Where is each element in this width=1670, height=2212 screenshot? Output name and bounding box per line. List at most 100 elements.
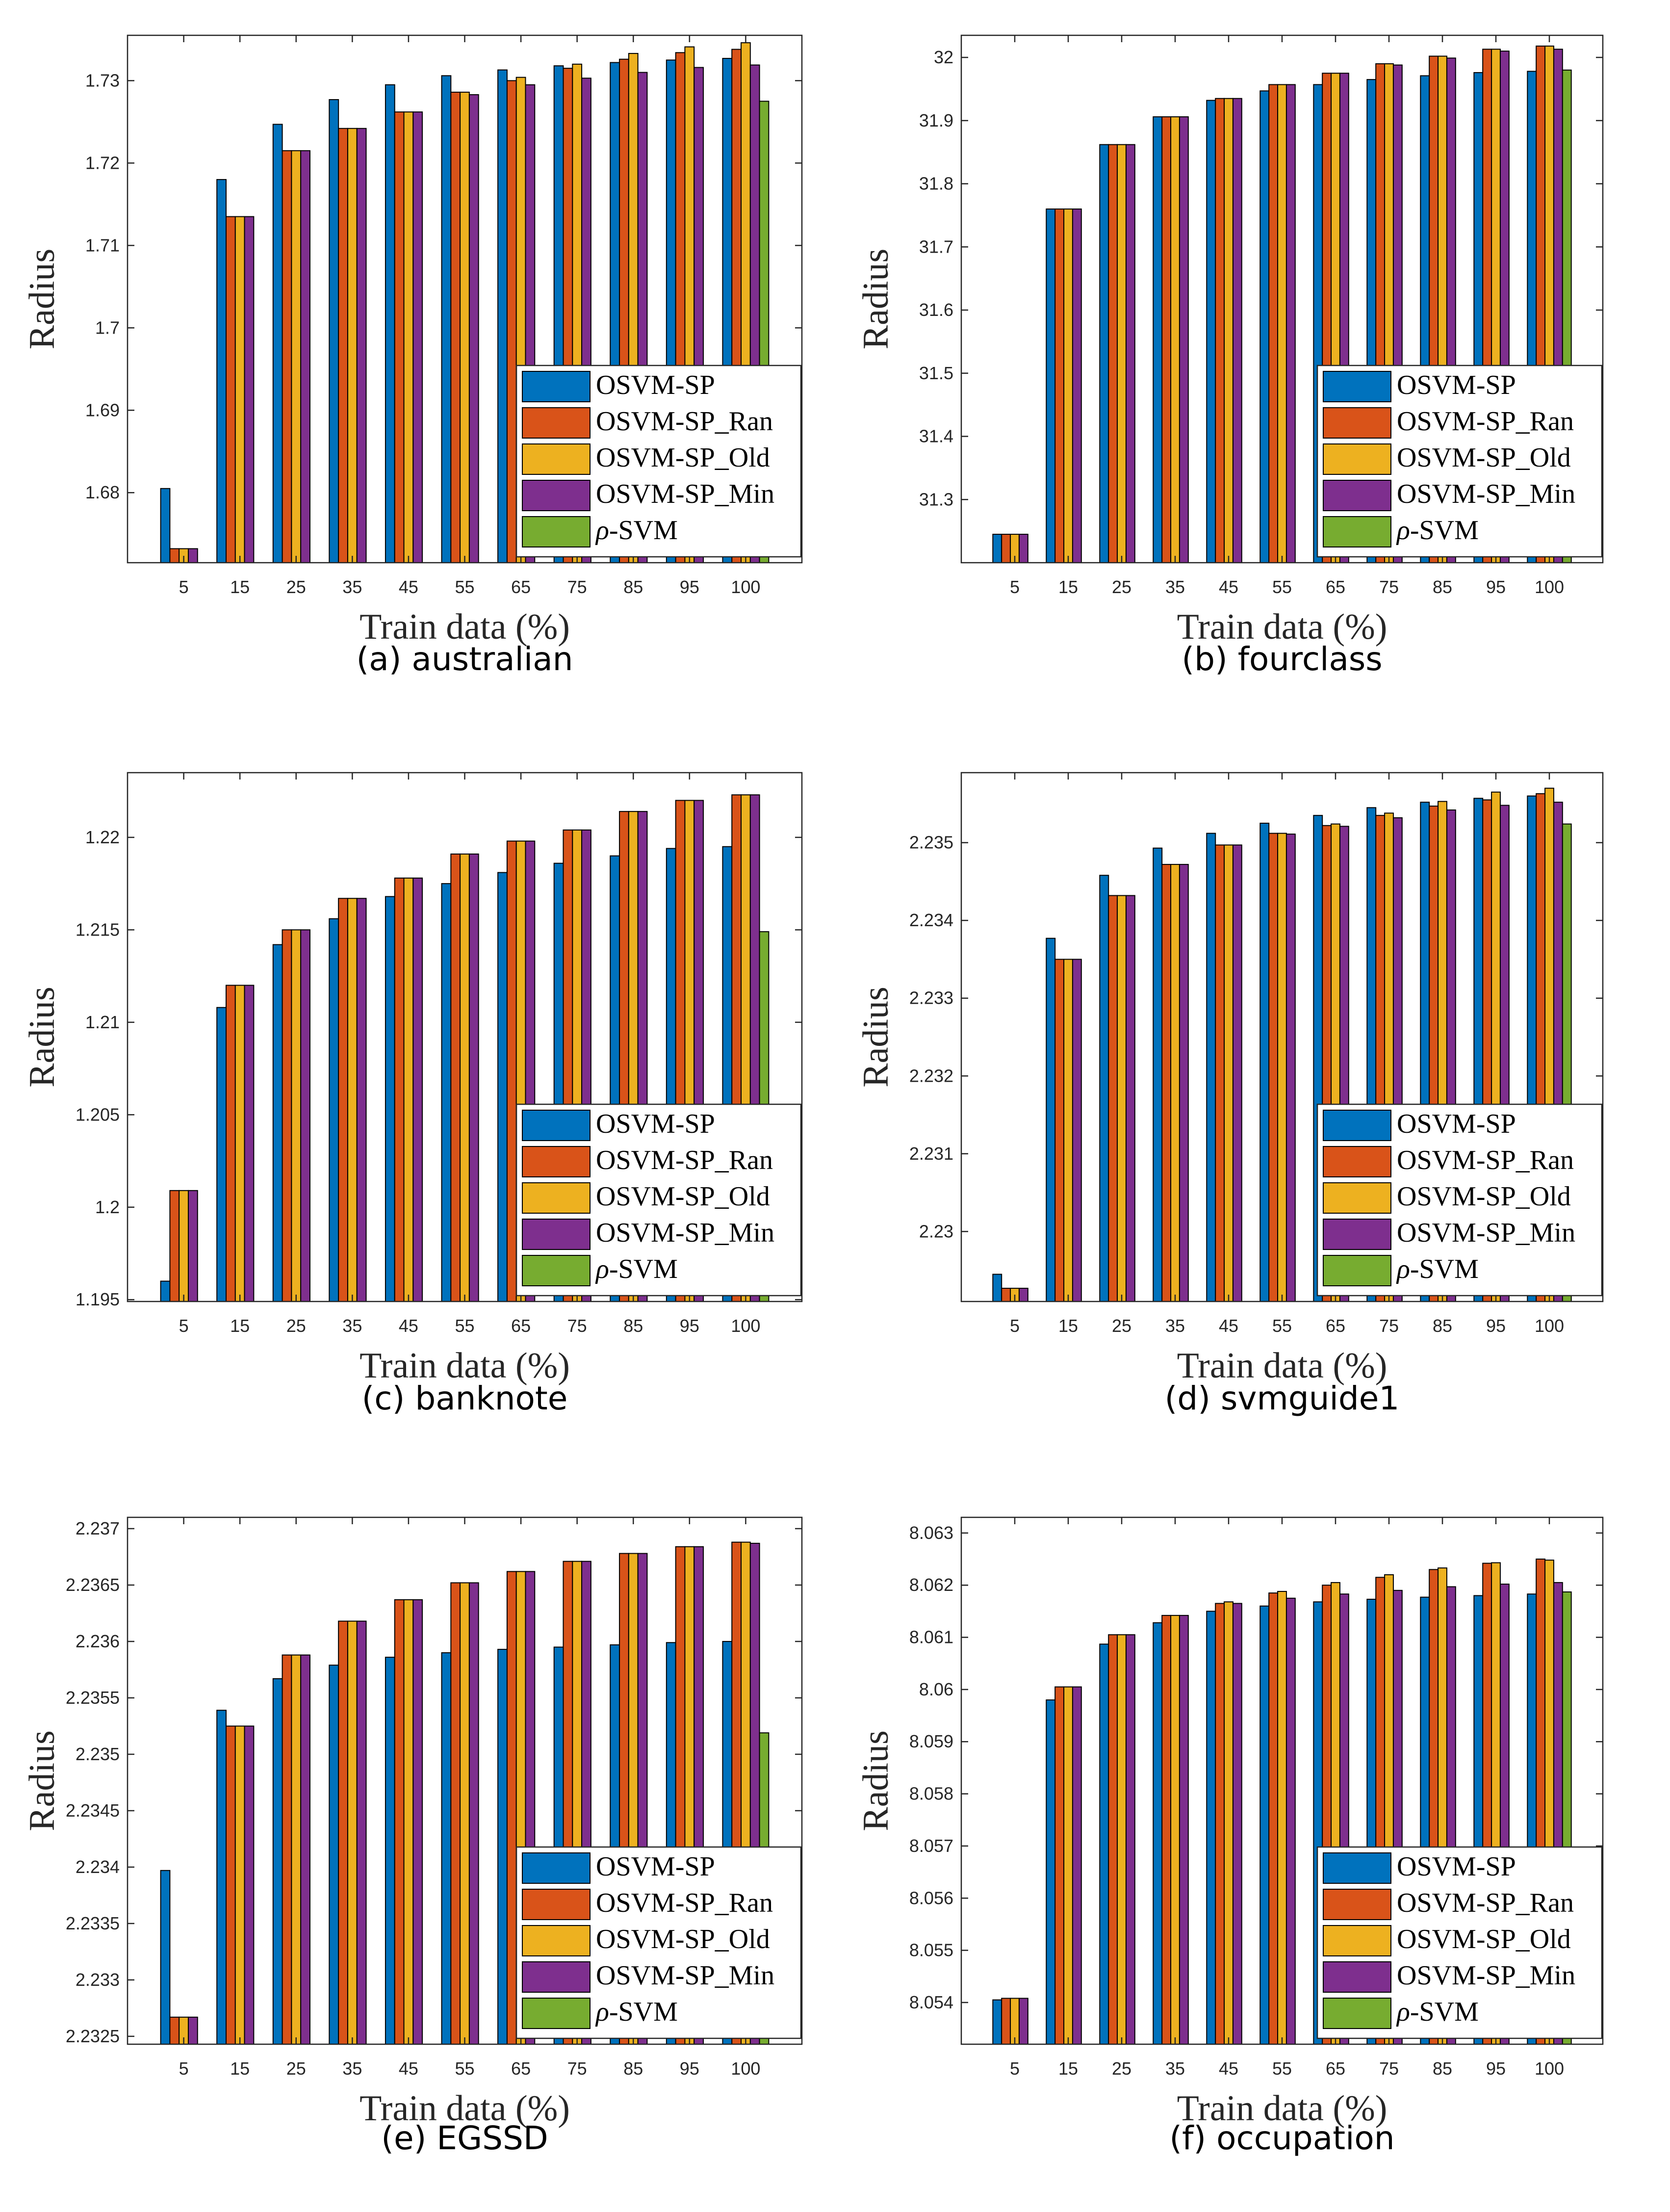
bar-OSVM-SP_Min-15 <box>1072 959 1082 1302</box>
bar-OSVM-SP_Ran-5 <box>1001 1998 1011 2045</box>
x-tick-label: 45 <box>1219 577 1238 597</box>
legend-label: OSVM-SP_Old <box>1397 1924 1571 1954</box>
y-tick-label: 2.235 <box>909 833 953 853</box>
bar-OSVM-SP_Ran-55 <box>450 853 461 1302</box>
x-axis-title: Train data (%) <box>1177 607 1387 647</box>
panel-caption: (a) australian <box>356 640 573 678</box>
bar-OSVM-SP_Old-35 <box>347 898 358 1302</box>
legend-swatch <box>1323 516 1391 547</box>
x-tick-label: 35 <box>342 1316 362 1336</box>
bar-OSVM-SP-15 <box>216 1007 227 1302</box>
bar-OSVM-SP_Old-45 <box>403 877 414 1302</box>
legend-label: OSVM-SP_Ran <box>1397 1145 1574 1175</box>
legend: OSVM-SP OSVM-SP_Ran OSVM-SP_Old OSVM-SP_Min… <box>1316 1846 1603 2039</box>
bar-OSVM-SP-5 <box>160 1280 171 1302</box>
x-tick-label: 15 <box>1058 1316 1078 1336</box>
x-tick-label: 75 <box>567 577 587 597</box>
y-tick-label: 2.236 <box>76 1631 120 1651</box>
bar-OSVM-SP_Ran-15 <box>225 216 236 563</box>
y-tick-label: 2.235 <box>76 1744 120 1764</box>
y-tick-label: 1.195 <box>76 1289 120 1309</box>
bar-OSVM-SP_Ran-5 <box>169 2016 180 2045</box>
y-tick-label: 2.2325 <box>66 2026 120 2046</box>
bar-OSVM-SP_Ran-65 <box>506 1571 517 2045</box>
chart-panel-4: 2.23 2.231 2.232 2.233 2.234 2.235 5 15 25 35 45 55… <box>856 772 1604 1386</box>
bar-OSVM-SP_Ran-5 <box>169 1190 180 1302</box>
bar-OSVM-SP_Old-55 <box>460 853 470 1302</box>
y-tick-label: 2.2335 <box>66 1913 120 1933</box>
x-tick-label: 45 <box>399 2058 418 2079</box>
x-tick-label: 100 <box>1535 1316 1564 1336</box>
x-axis-title: Train data (%) <box>360 2088 570 2129</box>
bar-OSVM-SP_Old-35 <box>347 128 358 563</box>
x-tick-label: 45 <box>1219 2058 1238 2079</box>
bar-OSVM-SP-5 <box>992 1274 1002 1302</box>
x-tick-label: 25 <box>1112 1316 1131 1336</box>
y-tick-label: 8.063 <box>909 1523 953 1543</box>
bar-OSVM-SP_Old-55 <box>1277 833 1287 1302</box>
legend-swatch <box>522 1889 591 1920</box>
legend-swatch <box>522 371 591 402</box>
y-tick-label: 1.73 <box>85 70 120 90</box>
x-tick-label: 75 <box>1379 577 1399 597</box>
legend-label: OSVM-SP_Min <box>1397 1218 1575 1248</box>
legend-swatch <box>522 1961 591 1993</box>
y-tick-label: 31.7 <box>919 236 953 257</box>
bar-OSVM-SP-15 <box>1046 208 1056 564</box>
bar-OSVM-SP-65 <box>497 69 508 564</box>
x-tick-label: 95 <box>1486 2058 1506 2079</box>
bar-OSVM-SP_Ran-55 <box>450 1582 461 2045</box>
panel-caption: (d) svmguide1 <box>1164 1379 1400 1417</box>
bar-OSVM-SP_Old-25 <box>1117 1634 1127 2045</box>
y-tick-label: 2.231 <box>909 1144 953 1164</box>
x-tick-label: 35 <box>1165 1316 1185 1336</box>
y-tick-label: 8.056 <box>909 1888 953 1908</box>
bar-OSVM-SP_Old-25 <box>291 1654 302 2045</box>
bar-OSVM-SP-55 <box>1259 823 1270 1302</box>
legend-label-symbol: ρ <box>595 515 609 546</box>
y-axis-title: Radius <box>856 249 896 350</box>
bar-OSVM-SP-65 <box>497 1649 508 2045</box>
bar-OSVM-SP_Old-35 <box>1170 864 1180 1302</box>
x-tick-label: 55 <box>1272 1316 1292 1336</box>
bar-OSVM-SP_Min-5 <box>187 1190 198 1302</box>
legend-swatch <box>522 1255 591 1286</box>
y-tick-label: 1.71 <box>85 235 120 255</box>
legend-swatch <box>1323 480 1391 511</box>
bar-OSVM-SP_Min-35 <box>356 128 367 563</box>
y-tick-label: 1.68 <box>85 482 120 502</box>
bar-OSVM-SP_Min-55 <box>468 853 479 1302</box>
legend-label: OSVM-SP_Min <box>596 479 774 509</box>
legend-label: OSVM-SP_Min <box>596 1218 774 1248</box>
bar-OSVM-SP_Min-5 <box>187 548 198 563</box>
x-tick-label: 85 <box>623 2058 643 2079</box>
legend-swatch <box>522 1182 591 1214</box>
x-tick-label: 95 <box>680 2058 699 2079</box>
bar-OSVM-SP_Ran-15 <box>1054 959 1065 1302</box>
bar-OSVM-SP_Ran-35 <box>1161 864 1172 1302</box>
bar-OSVM-SP_Ran-35 <box>1161 116 1172 563</box>
x-tick-label: 100 <box>731 2058 760 2079</box>
legend-swatch <box>522 1852 591 1884</box>
bar-OSVM-SP_Min-25 <box>300 929 310 1302</box>
legend-label-rest: -SVM <box>609 1254 678 1284</box>
x-tick-label: 75 <box>567 1316 587 1336</box>
legend-label: ρ-SVM <box>595 1254 678 1284</box>
bar-OSVM-SP_Min-5 <box>1018 534 1028 563</box>
legend-swatch <box>1323 371 1391 402</box>
bar-OSVM-SP_Min-45 <box>1232 844 1242 1302</box>
panel-caption: (c) banknote <box>361 1379 568 1417</box>
bar-OSVM-SP_Ran-15 <box>225 1725 236 2045</box>
bar-OSVM-SP_Ran-45 <box>394 1599 405 2045</box>
bar-OSVM-SP_Min-25 <box>1125 1634 1135 2045</box>
legend-label: OSVM-SP <box>596 1851 715 1882</box>
legend: OSVM-SP OSVM-SP_Ran OSVM-SP_Old OSVM-SP_Min… <box>515 1103 802 1297</box>
bar-OSVM-SP-45 <box>1206 1611 1216 2045</box>
y-tick-label: 1.7 <box>95 317 120 338</box>
bar-OSVM-SP-25 <box>272 1678 283 2045</box>
legend-label-symbol: ρ <box>595 1254 609 1284</box>
legend-label-symbol: ρ <box>1396 1254 1410 1284</box>
bar-OSVM-SP_Old-15 <box>234 216 245 563</box>
x-tick-label: 25 <box>286 2058 306 2079</box>
bar-OSVM-SP-25 <box>1099 1643 1109 2045</box>
